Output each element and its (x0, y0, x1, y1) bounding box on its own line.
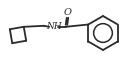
Text: NH: NH (46, 22, 62, 31)
Text: O: O (63, 8, 71, 17)
